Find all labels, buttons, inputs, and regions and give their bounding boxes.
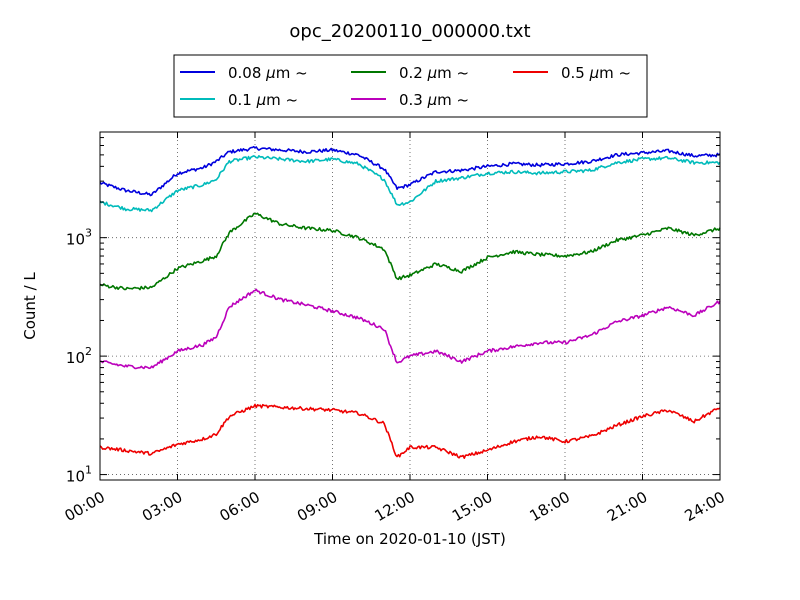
x-tick-label: 03:00 (139, 488, 185, 525)
legend-label: 0.5 μm ~ (561, 64, 631, 82)
series-line-3 (99, 212, 721, 291)
legend-label: 0.3 μm ~ (399, 91, 469, 109)
x-tick-label: 09:00 (294, 488, 340, 525)
legend-label: 0.2 μm ~ (399, 64, 469, 82)
legend-box (173, 54, 648, 118)
x-tick-label: 06:00 (217, 488, 263, 525)
x-axis-label: Time on 2020-01-10 (JST) (313, 530, 506, 548)
series-lines (99, 145, 721, 460)
y-tick-label: 102 (66, 345, 92, 367)
chart-title: opc_20200110_000000.txt (289, 21, 530, 42)
x-tick-label: 00:00 (62, 488, 108, 525)
legend-label: 0.1 μm ~ (228, 91, 298, 109)
series-line-5 (99, 403, 721, 460)
axis-ticks (99, 132, 721, 481)
y-axis-tick-labels: 101 102 103 (66, 227, 92, 486)
x-tick-label: 21:00 (604, 488, 650, 525)
x-tick-label: 12:00 (372, 488, 418, 525)
x-tick-label: 24:00 (682, 488, 728, 525)
x-axis-tick-labels: 00:00 03:00 06:00 09:00 12:00 15:00 18:00 21:00… (62, 488, 728, 525)
x-tick-label: 15:00 (449, 488, 495, 525)
y-axis-label: Count / L (21, 272, 39, 340)
y-tick-label: 101 (66, 464, 92, 486)
series-line-2 (99, 155, 721, 213)
legend: 0.08 μm ~ 0.1 μm ~ 0.2 μm ~ 0.3 μm ~ 0.5 μm … (173, 54, 648, 118)
grid (99, 132, 721, 480)
y-tick-label: 103 (66, 227, 92, 249)
legend-label: 0.08 μm ~ (228, 64, 308, 82)
series-line-1 (99, 145, 721, 197)
series-line-4 (99, 288, 721, 370)
x-tick-label: 18:00 (527, 488, 573, 525)
